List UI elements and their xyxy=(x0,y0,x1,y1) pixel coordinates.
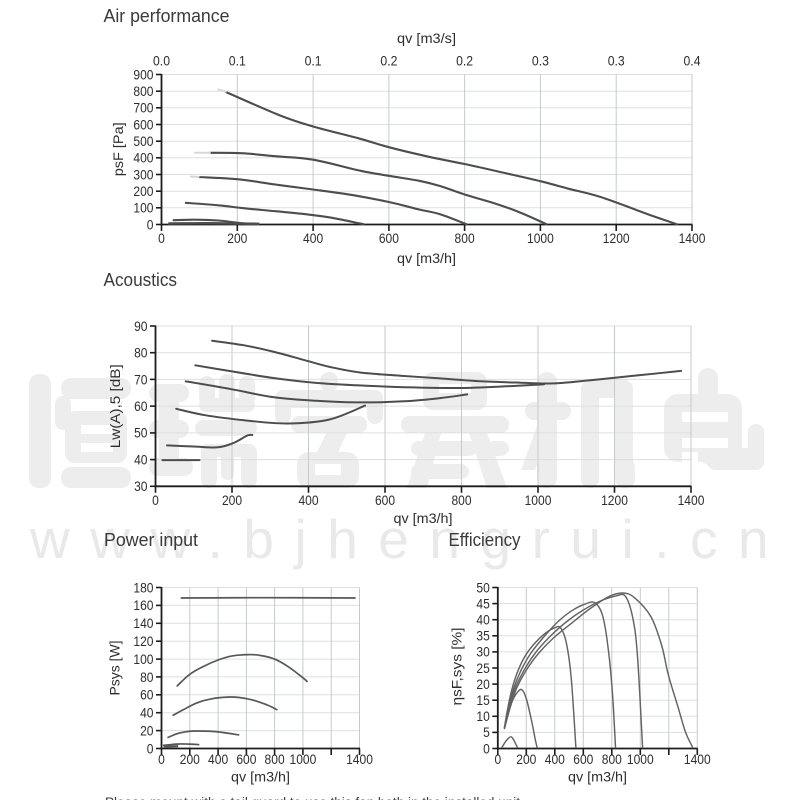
svg-text:1400: 1400 xyxy=(679,231,706,246)
svg-text:0: 0 xyxy=(158,752,165,767)
svg-text:100: 100 xyxy=(133,201,153,216)
svg-text:80: 80 xyxy=(140,670,154,685)
svg-text:500: 500 xyxy=(133,134,153,149)
svg-text:800: 800 xyxy=(455,231,475,246)
svg-text:800: 800 xyxy=(602,752,622,767)
svg-text:0.0: 0.0 xyxy=(153,54,170,69)
svg-text:30: 30 xyxy=(476,645,490,660)
svg-text:0: 0 xyxy=(147,741,154,756)
svg-text:0.1: 0.1 xyxy=(229,54,246,69)
svg-text:50: 50 xyxy=(134,426,148,441)
svg-text:0: 0 xyxy=(158,231,165,246)
svg-text:200: 200 xyxy=(227,231,247,246)
svg-text:300: 300 xyxy=(133,167,153,182)
svg-text:Acoustics: Acoustics xyxy=(104,270,178,290)
svg-text:800: 800 xyxy=(265,752,285,767)
svg-text:psF [Pa]: psF [Pa] xyxy=(110,122,126,176)
svg-text:200: 200 xyxy=(133,184,153,199)
svg-text:900: 900 xyxy=(133,67,153,82)
svg-text:70: 70 xyxy=(134,372,148,387)
svg-text:Air performance: Air performance xyxy=(104,6,230,26)
svg-text:35: 35 xyxy=(476,629,489,644)
svg-text:Efficiency: Efficiency xyxy=(449,530,521,550)
svg-text:qv [m3/h]: qv [m3/h] xyxy=(231,769,290,785)
svg-text:qv [m3/h]: qv [m3/h] xyxy=(394,510,453,526)
svg-text:600: 600 xyxy=(573,752,593,767)
svg-text:1200: 1200 xyxy=(601,493,628,508)
svg-text:40: 40 xyxy=(134,452,148,467)
svg-text:400: 400 xyxy=(133,151,153,166)
svg-text:Please mount with a tail guard: Please mount with a tail guard to use th… xyxy=(105,795,520,800)
svg-text:0.4: 0.4 xyxy=(684,54,701,69)
svg-text:120: 120 xyxy=(133,634,153,649)
svg-text:800: 800 xyxy=(133,84,153,99)
svg-text:80: 80 xyxy=(134,346,148,361)
svg-text:10: 10 xyxy=(476,709,490,724)
svg-text:25: 25 xyxy=(476,661,489,676)
svg-text:600: 600 xyxy=(133,117,153,132)
svg-text:0: 0 xyxy=(494,752,501,767)
svg-text:1400: 1400 xyxy=(346,752,373,767)
svg-text:400: 400 xyxy=(545,752,565,767)
svg-text:1000: 1000 xyxy=(290,752,317,767)
svg-text:200: 200 xyxy=(516,752,536,767)
svg-text:0.3: 0.3 xyxy=(532,54,549,69)
svg-text:1000: 1000 xyxy=(527,231,554,246)
svg-text:700: 700 xyxy=(133,101,153,116)
svg-text:160: 160 xyxy=(133,598,153,613)
svg-text:Lw(A),5 [dB]: Lw(A),5 [dB] xyxy=(107,364,123,448)
svg-text:180: 180 xyxy=(133,580,153,595)
svg-text:30: 30 xyxy=(134,479,148,494)
svg-text:1000: 1000 xyxy=(627,752,654,767)
svg-text:60: 60 xyxy=(140,688,154,703)
svg-text:0.3: 0.3 xyxy=(608,54,625,69)
svg-text:20: 20 xyxy=(140,723,154,738)
svg-text:200: 200 xyxy=(222,493,242,508)
svg-text:600: 600 xyxy=(375,493,395,508)
svg-text:90: 90 xyxy=(134,319,148,334)
svg-text:1000: 1000 xyxy=(525,493,552,508)
svg-text:140: 140 xyxy=(133,616,153,631)
svg-text:40: 40 xyxy=(140,706,154,721)
svg-text:1400: 1400 xyxy=(678,493,705,508)
svg-text:0: 0 xyxy=(152,493,159,508)
svg-text:15: 15 xyxy=(476,693,489,708)
svg-text:0: 0 xyxy=(147,217,154,232)
svg-text:0.2: 0.2 xyxy=(380,54,397,69)
svg-text:qv [m3/h]: qv [m3/h] xyxy=(397,250,456,266)
svg-text:400: 400 xyxy=(303,231,323,246)
svg-text:1400: 1400 xyxy=(684,752,711,767)
svg-text:600: 600 xyxy=(236,752,256,767)
svg-text:40: 40 xyxy=(476,613,490,628)
svg-text:0: 0 xyxy=(483,741,490,756)
svg-text:200: 200 xyxy=(180,752,200,767)
svg-text:ηsF,sys [%]: ηsF,sys [%] xyxy=(449,628,465,706)
svg-text:Power input: Power input xyxy=(104,530,198,550)
svg-text:0.1: 0.1 xyxy=(305,54,322,69)
svg-text:100: 100 xyxy=(133,652,153,667)
svg-text:600: 600 xyxy=(379,231,399,246)
svg-text:0.2: 0.2 xyxy=(456,54,473,69)
svg-text:5: 5 xyxy=(483,725,490,740)
svg-text:50: 50 xyxy=(476,580,490,595)
svg-text:400: 400 xyxy=(298,493,318,508)
svg-text:1200: 1200 xyxy=(603,231,630,246)
svg-text:qv [m3/h]: qv [m3/h] xyxy=(568,769,627,785)
svg-text:45: 45 xyxy=(476,596,489,611)
svg-text:Psys [W]: Psys [W] xyxy=(107,641,123,696)
svg-text:800: 800 xyxy=(451,493,471,508)
svg-text:20: 20 xyxy=(476,677,490,692)
svg-text:qv [m3/s]: qv [m3/s] xyxy=(397,30,456,46)
svg-text:400: 400 xyxy=(208,752,228,767)
svg-text:60: 60 xyxy=(134,399,148,414)
